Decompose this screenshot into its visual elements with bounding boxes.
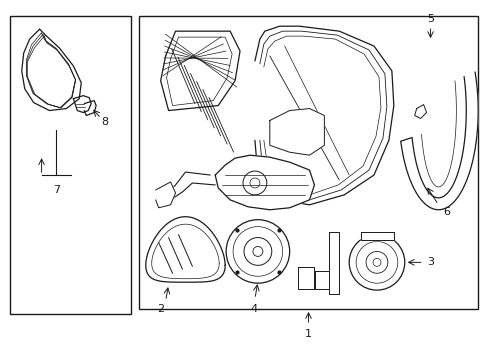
Text: 4: 4: [250, 304, 257, 314]
Polygon shape: [315, 271, 328, 289]
Polygon shape: [73, 96, 91, 113]
Polygon shape: [414, 105, 426, 118]
Bar: [10, 16, 131, 314]
Polygon shape: [360, 231, 393, 239]
Polygon shape: [215, 155, 314, 210]
Polygon shape: [155, 182, 175, 208]
Polygon shape: [161, 31, 240, 111]
Text: 6: 6: [442, 207, 449, 217]
Text: 7: 7: [53, 185, 60, 195]
Polygon shape: [145, 217, 224, 282]
Polygon shape: [400, 72, 477, 210]
Text: 5: 5: [426, 14, 433, 24]
Polygon shape: [328, 231, 339, 294]
Text: 8: 8: [102, 117, 108, 127]
Polygon shape: [254, 26, 393, 205]
Polygon shape: [269, 109, 324, 155]
Bar: [139, 16, 477, 309]
Polygon shape: [297, 267, 314, 289]
Text: 2: 2: [157, 304, 164, 314]
Text: 3: 3: [426, 257, 433, 267]
Polygon shape: [84, 100, 96, 116]
Text: 1: 1: [305, 329, 311, 339]
Polygon shape: [21, 29, 81, 111]
